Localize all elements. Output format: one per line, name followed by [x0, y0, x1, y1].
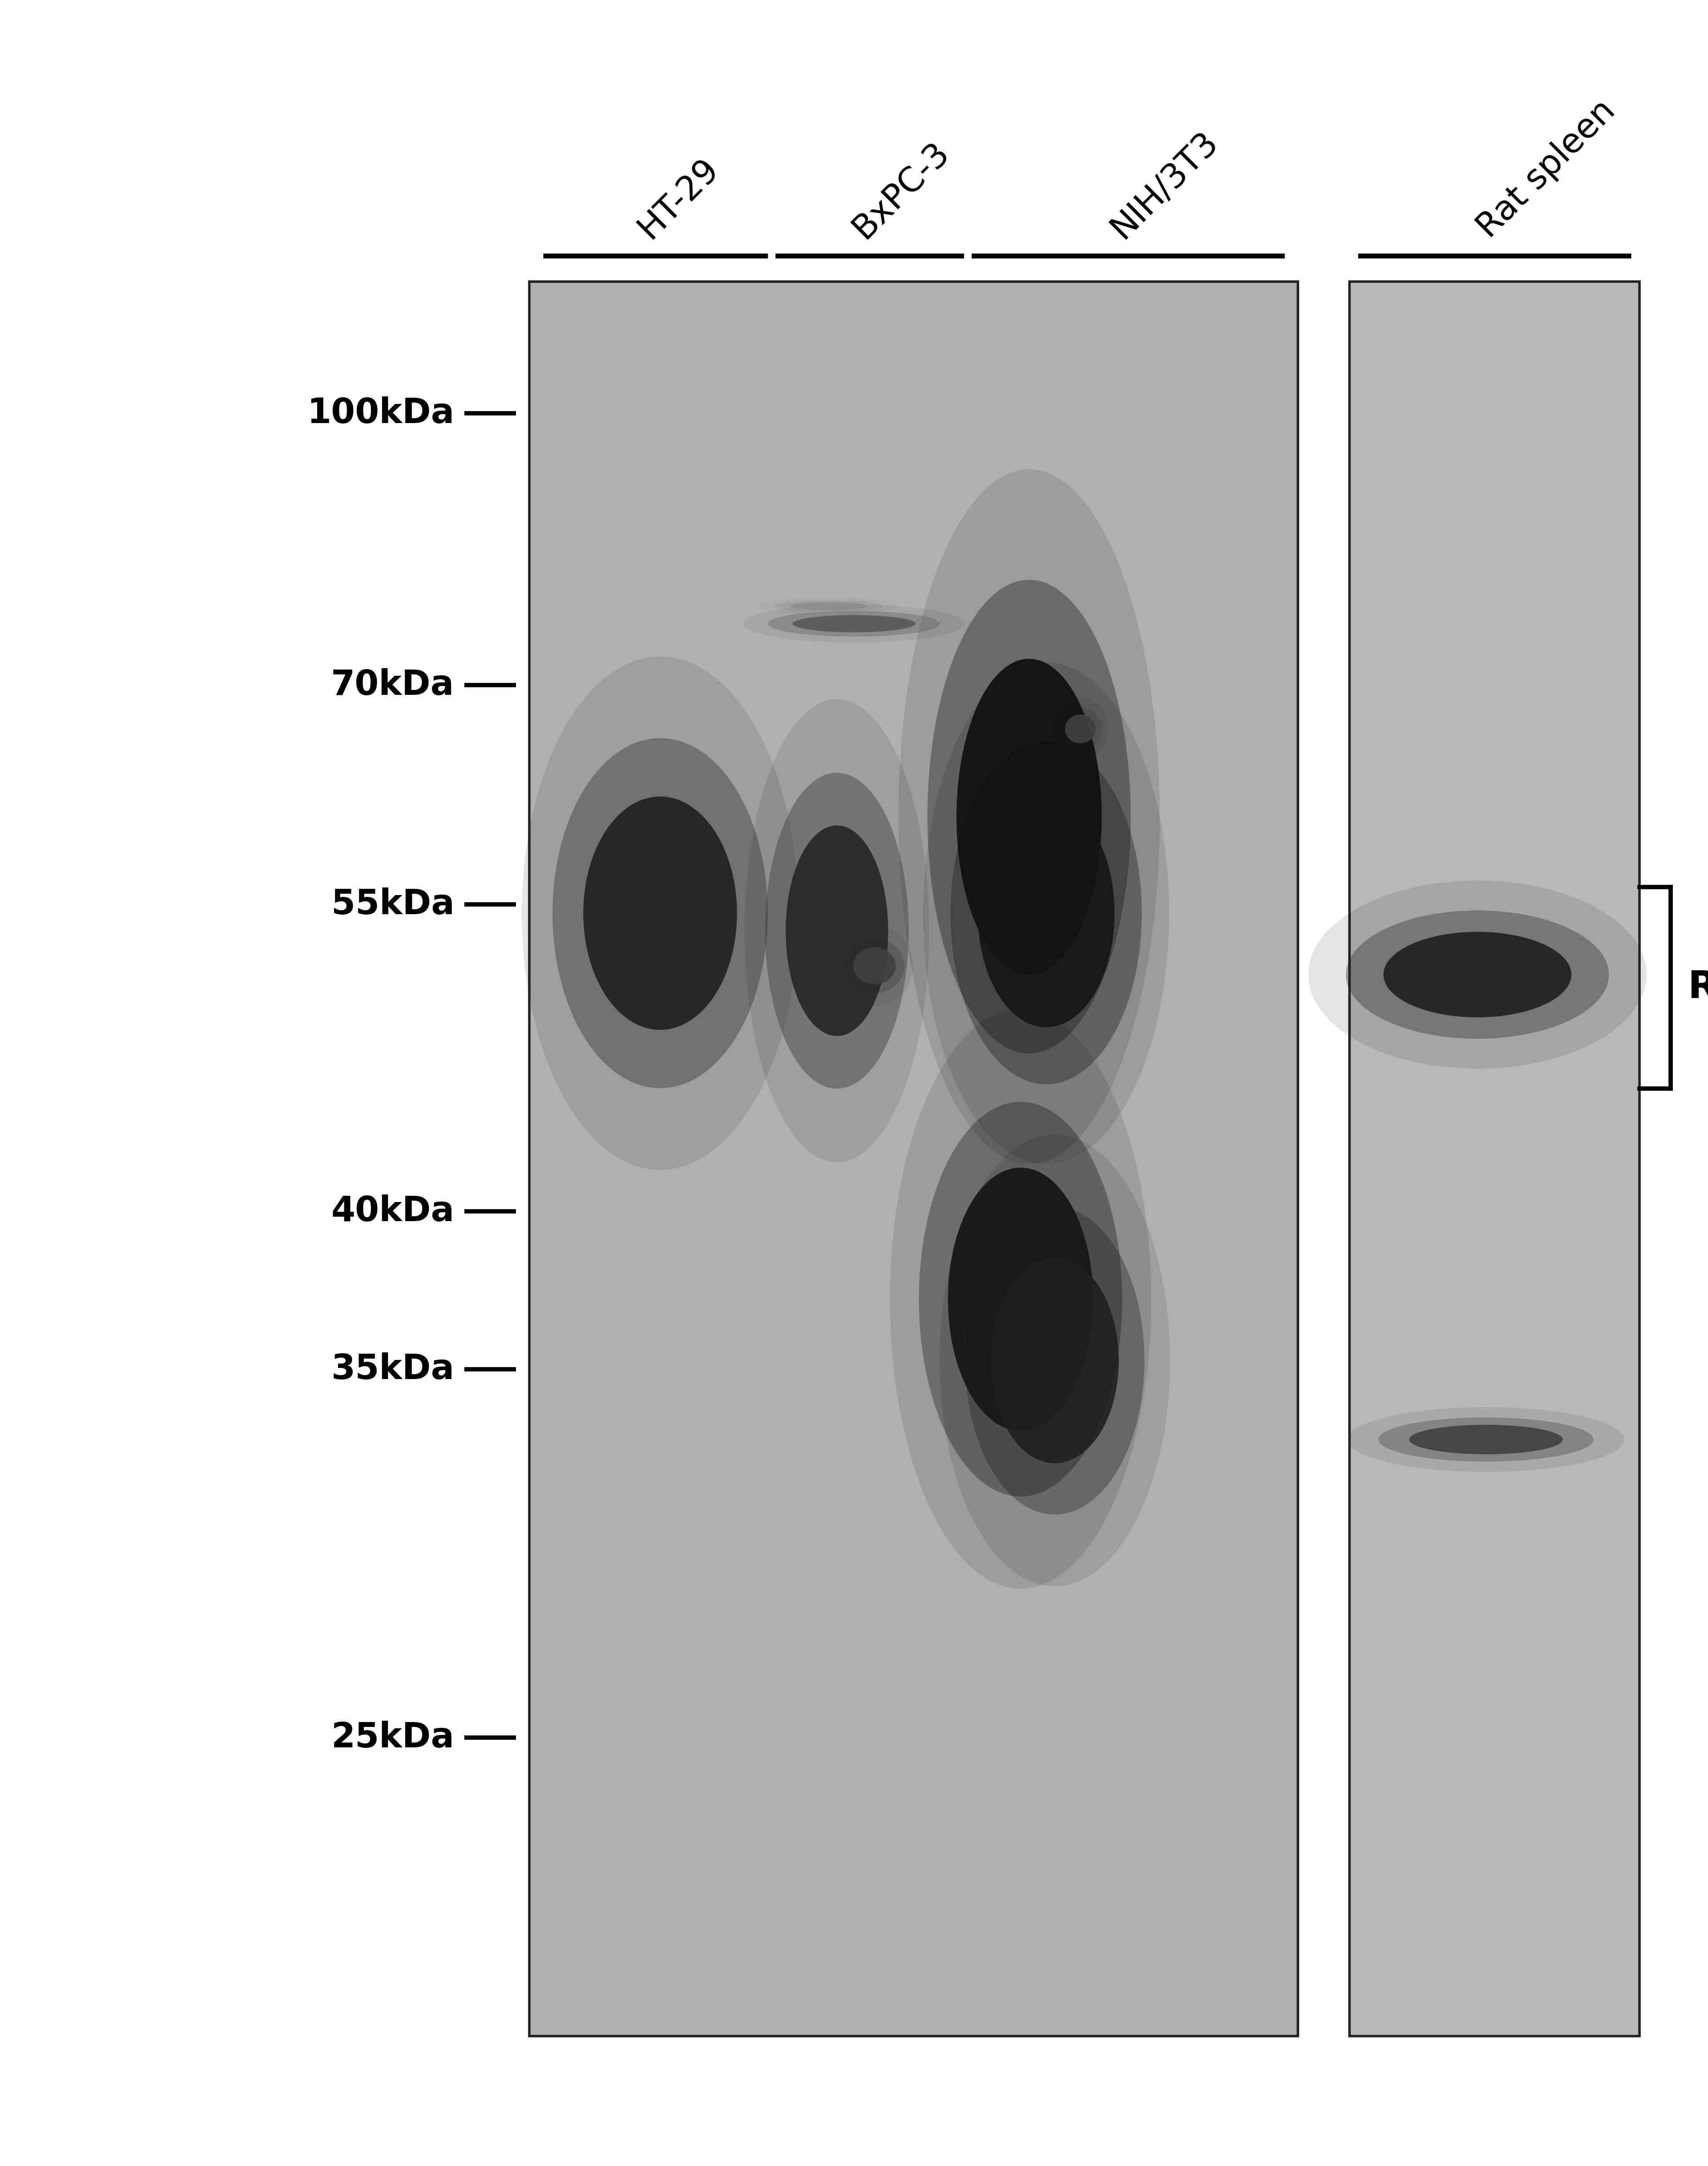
- Ellipse shape: [1346, 910, 1609, 1040]
- Text: HT-29: HT-29: [632, 152, 726, 245]
- Ellipse shape: [1409, 1425, 1563, 1453]
- Ellipse shape: [1052, 697, 1108, 760]
- Ellipse shape: [774, 600, 881, 613]
- Ellipse shape: [1378, 1417, 1594, 1462]
- Ellipse shape: [1348, 1408, 1624, 1473]
- Bar: [529, 282, 1298, 2036]
- Text: RIPK3: RIPK3: [1688, 970, 1708, 1007]
- Ellipse shape: [919, 1102, 1122, 1497]
- Ellipse shape: [922, 663, 1168, 1163]
- Ellipse shape: [977, 799, 1114, 1027]
- Ellipse shape: [584, 797, 738, 1029]
- Ellipse shape: [769, 611, 939, 637]
- Ellipse shape: [793, 615, 915, 632]
- Ellipse shape: [553, 739, 769, 1087]
- Ellipse shape: [1059, 708, 1102, 752]
- Ellipse shape: [1383, 931, 1571, 1018]
- Ellipse shape: [898, 470, 1160, 1163]
- Text: 40kDa: 40kDa: [331, 1193, 454, 1228]
- Ellipse shape: [890, 1009, 1151, 1588]
- Text: 70kDa: 70kDa: [331, 667, 454, 702]
- Ellipse shape: [948, 1167, 1093, 1432]
- Ellipse shape: [991, 1258, 1119, 1464]
- Ellipse shape: [758, 598, 898, 615]
- Ellipse shape: [789, 602, 868, 611]
- Ellipse shape: [1066, 715, 1097, 743]
- Bar: [1349, 282, 1640, 2036]
- Ellipse shape: [939, 1135, 1170, 1586]
- Ellipse shape: [835, 925, 912, 1007]
- Ellipse shape: [956, 658, 1102, 975]
- Ellipse shape: [927, 580, 1131, 1053]
- Ellipse shape: [523, 656, 799, 1170]
- Ellipse shape: [1308, 882, 1647, 1068]
- Text: 25kDa: 25kDa: [331, 1720, 454, 1754]
- Text: BxPC-3: BxPC-3: [845, 136, 955, 245]
- Ellipse shape: [965, 1206, 1144, 1514]
- Ellipse shape: [950, 743, 1141, 1085]
- Text: 55kDa: 55kDa: [331, 888, 454, 921]
- Ellipse shape: [844, 938, 905, 994]
- Ellipse shape: [854, 947, 895, 983]
- Ellipse shape: [743, 604, 965, 643]
- Text: 100kDa: 100kDa: [307, 396, 454, 431]
- Ellipse shape: [765, 773, 909, 1089]
- Text: 35kDa: 35kDa: [331, 1352, 454, 1386]
- Ellipse shape: [745, 700, 929, 1163]
- Text: Rat spleen: Rat spleen: [1471, 93, 1623, 245]
- Text: NIH/3T3: NIH/3T3: [1105, 126, 1225, 245]
- Ellipse shape: [786, 825, 888, 1035]
